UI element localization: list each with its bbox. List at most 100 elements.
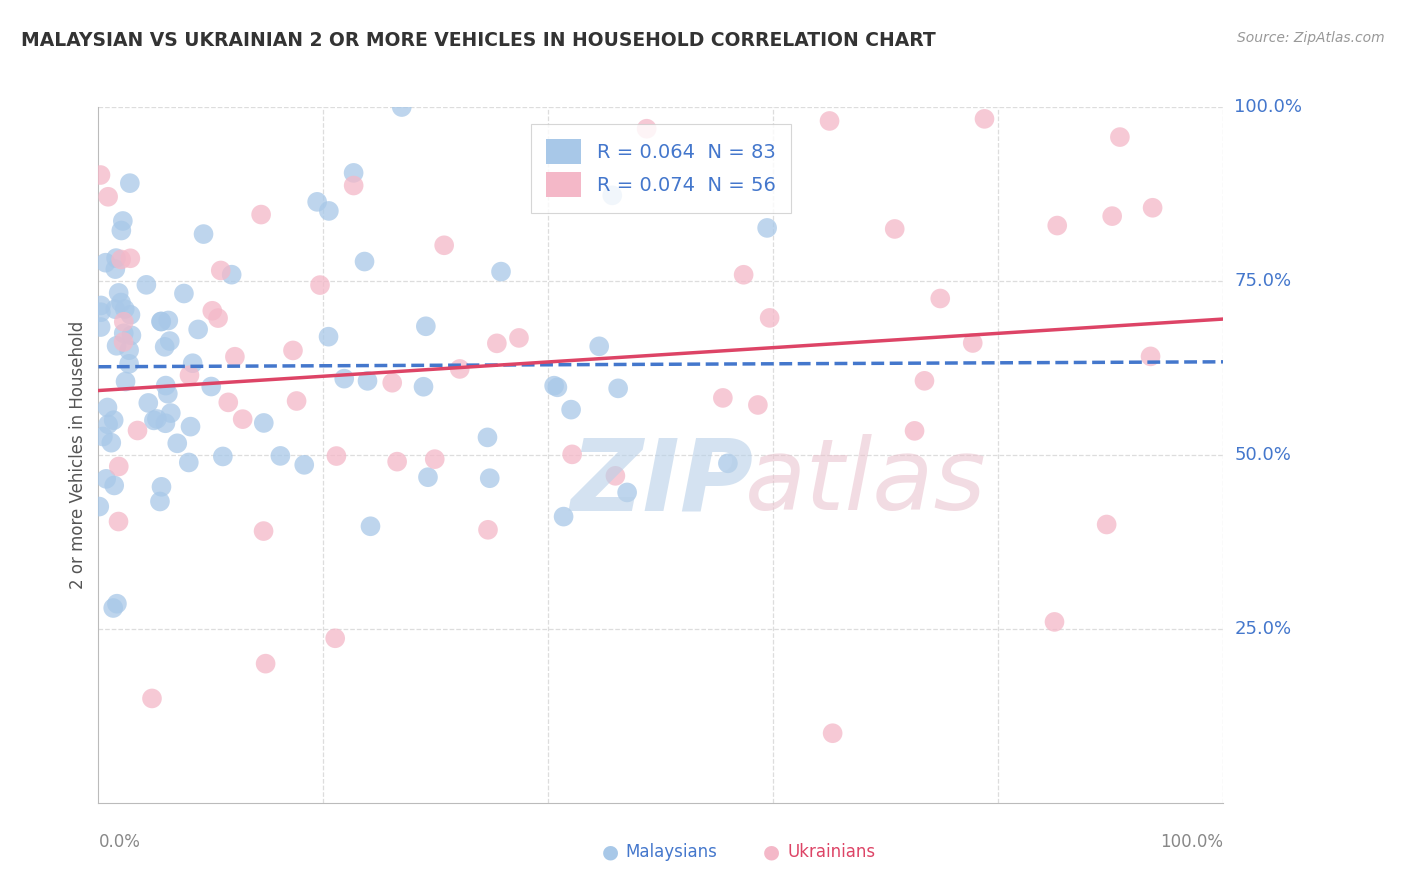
Point (711, 391, 734, 405)
Point (90, 320, 112, 334)
Point (181, 356, 204, 370)
Point (105, 251, 128, 265)
Point (90, 305, 112, 319)
Point (485, 336, 508, 351)
Point (962, 336, 984, 351)
Point (1139, 350, 1161, 364)
Point (1142, 201, 1164, 215)
Point (747, 398, 769, 412)
Point (97, 417, 120, 432)
Point (269, 449, 291, 463)
Point (221, 268, 243, 282)
Point (1043, 615, 1066, 629)
Point (914, 374, 936, 388)
Point (107, 459, 129, 474)
Point (903, 424, 925, 438)
Point (136, 396, 159, 410)
Point (508, 331, 530, 345)
Point (118, 176, 141, 190)
Point (477, 523, 499, 537)
Point (155, 417, 177, 431)
Point (200, 379, 222, 393)
Point (103, 413, 125, 427)
Point (100, 435, 122, 450)
Text: 100.0%: 100.0% (1160, 833, 1223, 851)
Point (90, 298, 112, 312)
Point (212, 450, 235, 464)
Point (110, 295, 132, 310)
Point (159, 334, 181, 348)
Point (146, 412, 169, 426)
Point (416, 470, 439, 484)
Point (209, 263, 232, 277)
Point (333, 371, 356, 385)
Point (91, 429, 114, 443)
Point (155, 378, 177, 392)
Point (89, 168, 111, 182)
Point (636, 121, 658, 136)
Point (180, 419, 202, 434)
Point (433, 238, 456, 252)
Point (118, 343, 141, 358)
Point (150, 314, 173, 328)
Point (381, 376, 404, 390)
Point (173, 286, 195, 301)
Point (110, 252, 132, 267)
Point (281, 343, 304, 358)
Point (343, 178, 366, 193)
Text: ●: ● (763, 842, 780, 862)
Point (149, 314, 172, 328)
Point (600, 188, 623, 202)
Point (120, 328, 142, 343)
Y-axis label: 2 or more Vehicles in Household: 2 or more Vehicles in Household (69, 321, 87, 589)
Point (105, 339, 128, 353)
Point (616, 485, 638, 500)
Text: MALAYSIAN VS UKRAINIAN 2 OR MORE VEHICLES IN HOUSEHOLD CORRELATION CHART: MALAYSIAN VS UKRAINIAN 2 OR MORE VEHICLE… (21, 31, 936, 50)
Point (323, 632, 346, 646)
Point (150, 480, 173, 494)
Point (478, 471, 501, 485)
Point (883, 222, 905, 236)
Point (1109, 130, 1132, 145)
Text: 100.0%: 100.0% (1234, 98, 1302, 116)
Text: Source: ZipAtlas.com: Source: ZipAtlas.com (1237, 31, 1385, 45)
Point (560, 402, 582, 417)
Text: Malaysians: Malaysians (626, 843, 717, 861)
Point (104, 302, 127, 317)
Point (112, 326, 135, 341)
Point (107, 515, 129, 529)
Point (104, 262, 127, 277)
Point (118, 357, 141, 371)
Point (489, 265, 512, 279)
Point (103, 601, 125, 615)
Point (360, 519, 382, 533)
Point (201, 303, 224, 318)
Legend: R = 0.064  N = 83, R = 0.074  N = 56: R = 0.064 N = 83, R = 0.074 N = 56 (530, 124, 792, 212)
Point (97, 190, 120, 204)
Text: 0.0%: 0.0% (98, 833, 141, 851)
Point (89, 500, 111, 514)
Point (156, 386, 179, 401)
Point (391, 100, 413, 114)
Point (318, 203, 340, 218)
Point (120, 252, 142, 266)
Point (605, 468, 627, 483)
Point (353, 254, 375, 268)
Text: 25.0%: 25.0% (1234, 620, 1292, 638)
Point (112, 334, 135, 349)
Point (153, 340, 176, 354)
Point (224, 350, 246, 364)
Point (356, 374, 378, 388)
Point (325, 449, 347, 463)
Text: 50.0%: 50.0% (1234, 446, 1291, 464)
Point (415, 319, 437, 334)
Point (546, 380, 568, 394)
Point (159, 406, 181, 420)
Point (217, 395, 239, 409)
Point (1101, 209, 1123, 223)
Point (253, 416, 276, 430)
Point (112, 315, 135, 329)
Point (553, 509, 575, 524)
Point (423, 452, 446, 467)
Point (309, 278, 332, 293)
